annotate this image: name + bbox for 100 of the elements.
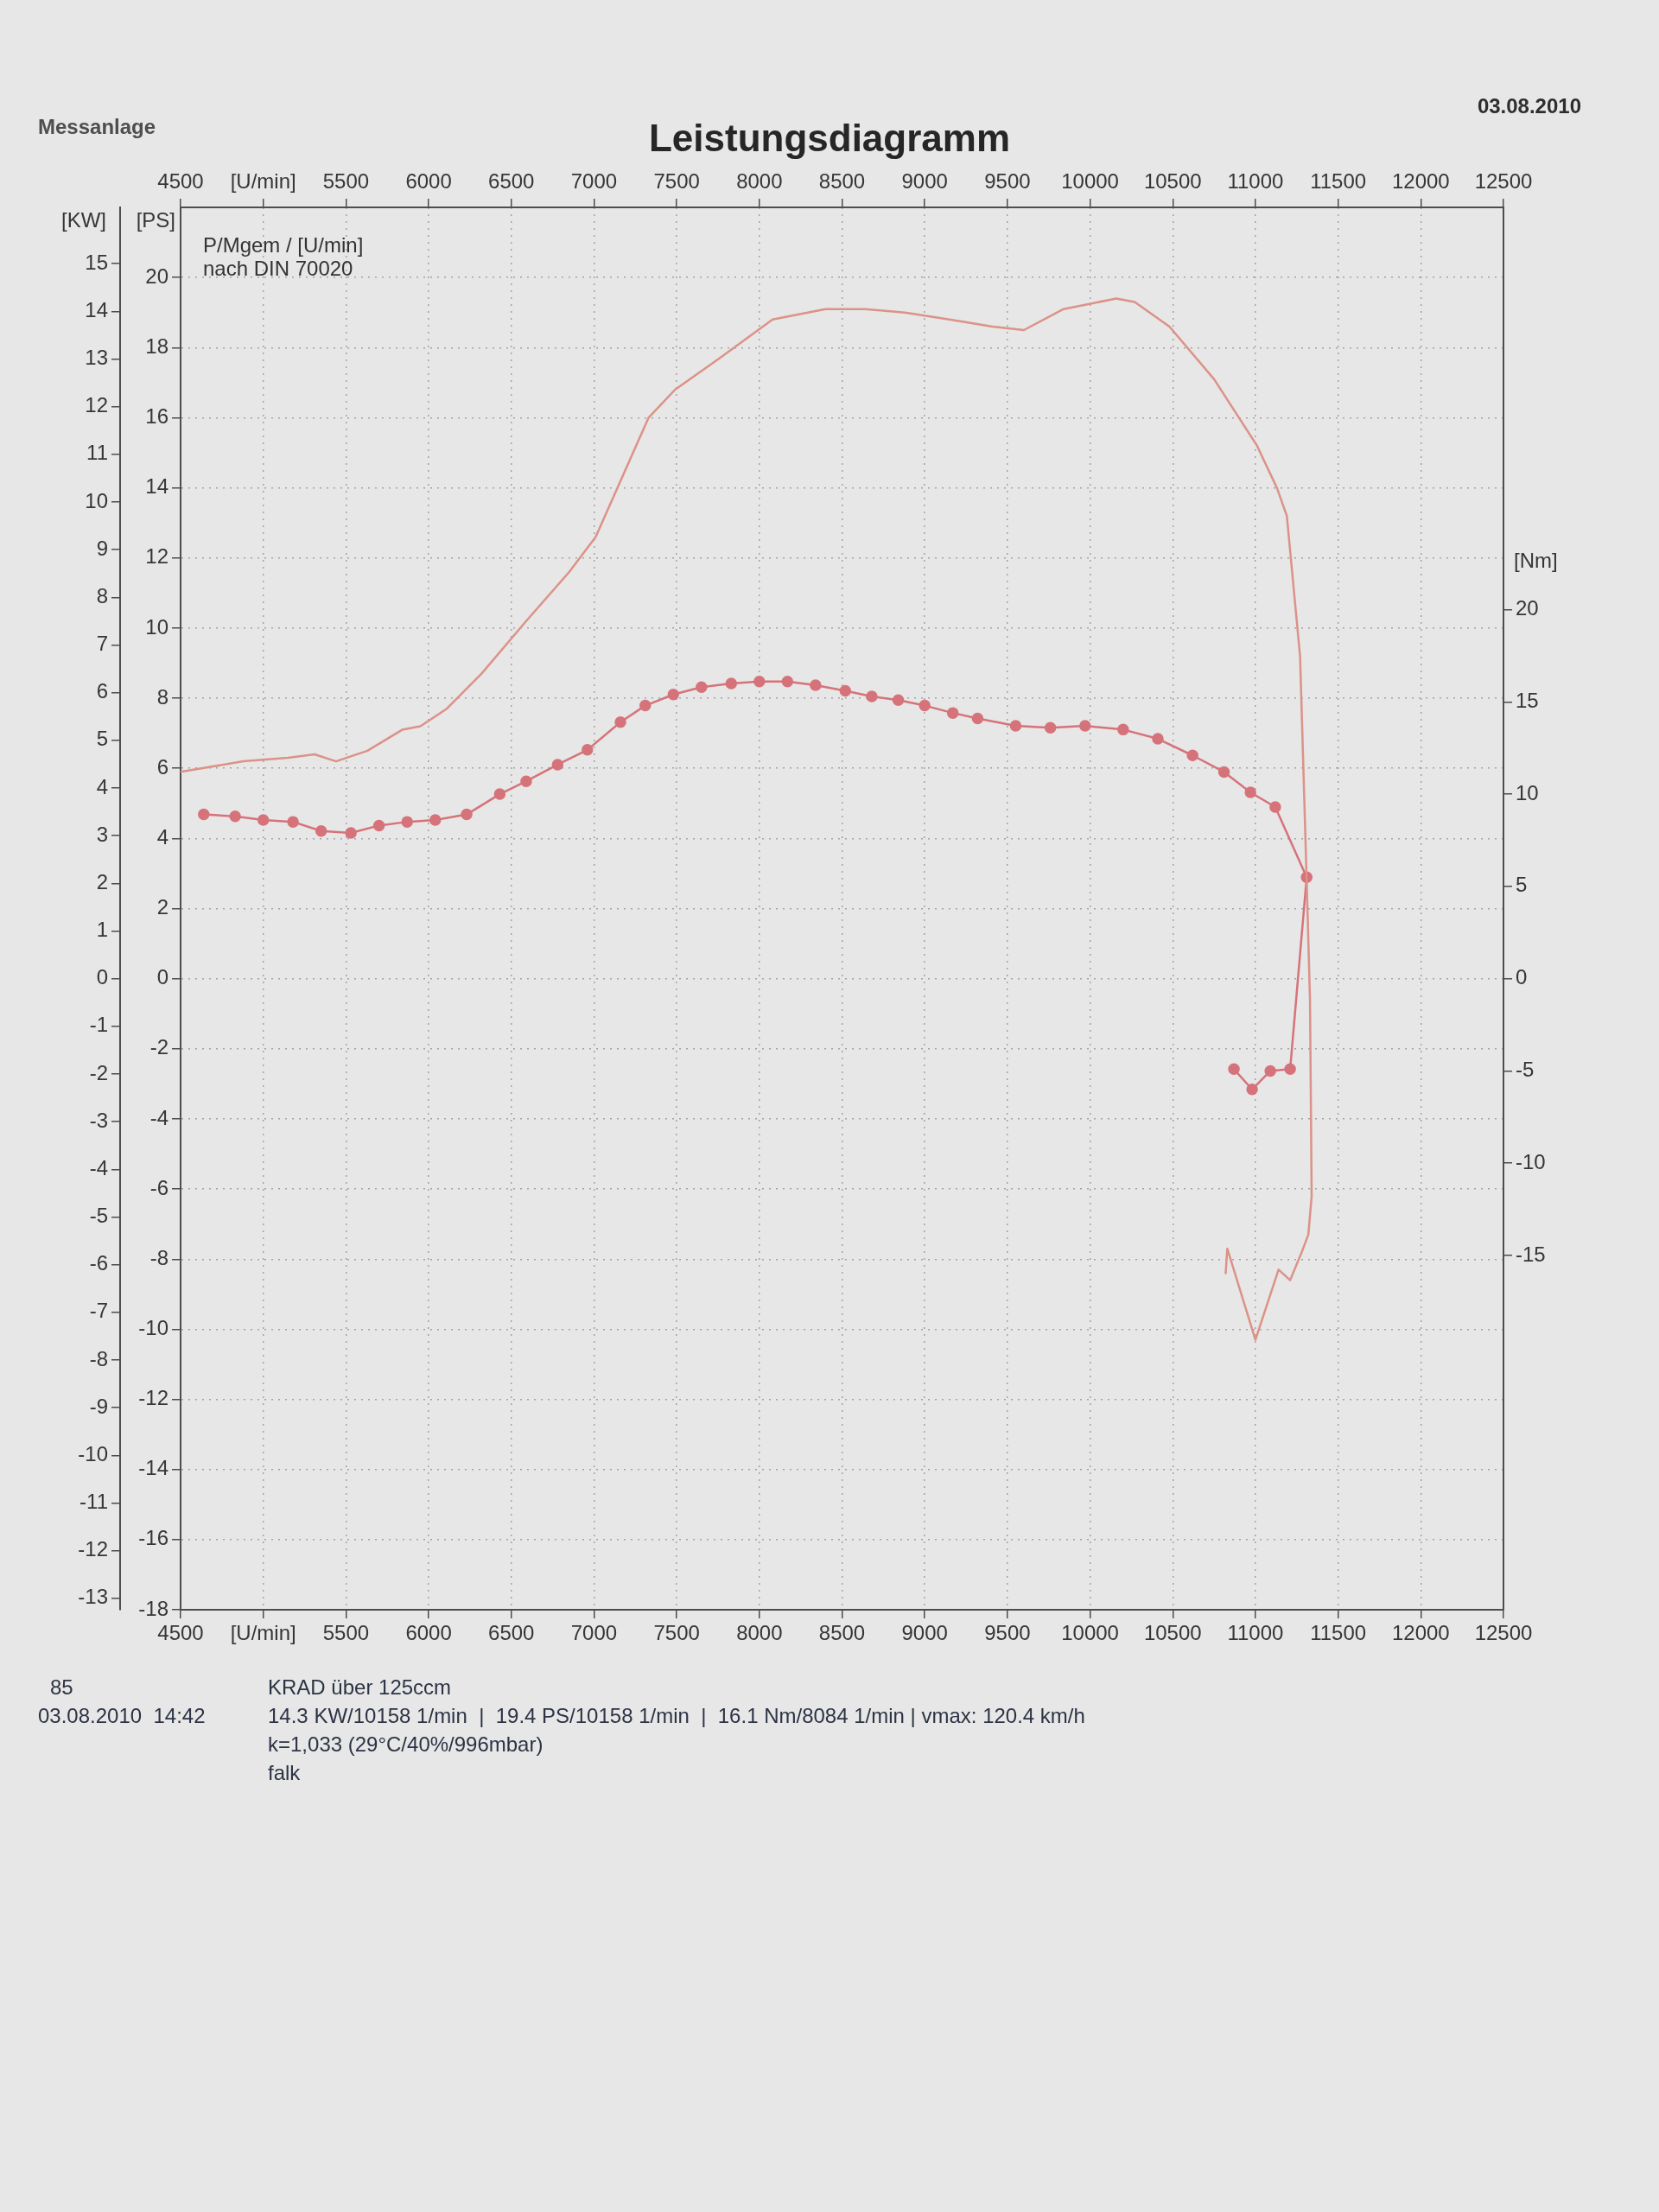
point <box>551 759 564 771</box>
y3-tick-label: 9 <box>96 536 108 560</box>
y2-tick-label: 15 <box>1516 688 1539 712</box>
y-tick-label: 12 <box>145 544 168 569</box>
y-tick-label: 8 <box>156 684 168 709</box>
y2-tick-label: -10 <box>1516 1149 1546 1173</box>
y-tick-label: -14 <box>138 1456 168 1480</box>
y2-tick-label: 5 <box>1516 873 1528 897</box>
x-tick-label: 10000 <box>1061 1621 1119 1645</box>
point <box>315 825 327 837</box>
point <box>1244 786 1256 798</box>
y3-tick-label: 12 <box>85 393 108 417</box>
x2-tick-label: 8500 <box>818 169 866 194</box>
point <box>429 814 442 826</box>
y3-tick-label: 3 <box>96 822 108 846</box>
point <box>1246 1084 1258 1096</box>
y3-tick-label: -12 <box>78 1537 108 1561</box>
x-tick-label: 9000 <box>901 1621 948 1645</box>
point <box>946 707 959 719</box>
point <box>257 814 270 826</box>
y-tick-label: -2 <box>149 1035 168 1059</box>
text: 85 <box>50 1675 73 1700</box>
text: 03.08.2010 <box>1477 94 1581 118</box>
point <box>198 808 210 821</box>
point <box>1284 1063 1296 1076</box>
y3-tick-label: -7 <box>89 1299 108 1323</box>
x-tick-label: 12000 <box>1391 1621 1450 1645</box>
y3-tick-label: -8 <box>89 1346 108 1370</box>
x2-tick-label: [U/min] <box>230 169 296 194</box>
x-tick-label: 6000 <box>405 1621 452 1645</box>
chart-title: Leistungsdiagramm <box>648 117 1011 159</box>
point <box>1186 749 1198 761</box>
point <box>1269 801 1281 813</box>
y-tick-label: -16 <box>138 1526 168 1550</box>
text: k=1,033 (29°C/40%/996mbar) <box>268 1732 543 1757</box>
y2-tick-label: 20 <box>1516 596 1539 620</box>
y3-tick-label: -6 <box>89 1251 108 1275</box>
y3-tick-label: 11 <box>86 441 108 465</box>
y-tick-label: 14 <box>145 474 168 499</box>
point <box>696 681 708 693</box>
y3-tick-label: -4 <box>89 1155 108 1179</box>
point <box>461 808 473 821</box>
x-tick-label: 7000 <box>570 1621 618 1645</box>
x2-tick-label: 5500 <box>322 169 370 194</box>
x2-tick-label: 11000 <box>1227 169 1284 194</box>
y3-tick-label: 10 <box>85 488 108 512</box>
point <box>753 676 766 688</box>
point <box>1117 723 1129 736</box>
point <box>520 775 532 787</box>
x2-tick-label: 6000 <box>405 169 452 194</box>
y3-tick-label: 0 <box>96 965 108 989</box>
y2-tick-label: 0 <box>1516 965 1528 989</box>
point <box>866 690 878 702</box>
text: KRAD über 125ccm <box>268 1675 452 1700</box>
x-tick-label: 6500 <box>488 1621 535 1645</box>
y-tick-label: 0 <box>156 965 168 989</box>
x2-tick-label: 4500 <box>157 169 204 194</box>
annotation: nach DIN 70020 <box>203 257 353 281</box>
point <box>810 679 822 691</box>
y-tick-label: 4 <box>156 824 168 849</box>
y3-tick-label: -13 <box>78 1585 108 1609</box>
x2-tick-label: 9000 <box>901 169 948 194</box>
y-tick-label: 16 <box>145 404 168 429</box>
point <box>1264 1065 1276 1077</box>
point <box>582 744 594 756</box>
x-tick-label: 11500 <box>1310 1621 1367 1645</box>
annotation: P/Mgem / [U/min] <box>203 233 364 257</box>
y-tick-label: -6 <box>149 1175 168 1199</box>
point <box>1009 720 1022 732</box>
y3-tick-label: 2 <box>96 869 108 893</box>
point <box>372 819 385 832</box>
y2-tick-label: -5 <box>1516 1058 1535 1082</box>
y3-tick-label: 4 <box>96 774 108 798</box>
y3-tick-label: -10 <box>78 1441 108 1465</box>
y-tick-label: 20 <box>145 264 168 288</box>
x-tick-label: 7500 <box>653 1621 700 1645</box>
y3-tick-label: 8 <box>96 583 108 607</box>
point <box>971 712 984 725</box>
y-tick-label: -18 <box>138 1596 168 1620</box>
x2-tick-label: 7000 <box>570 169 618 194</box>
y3-tick-label: 6 <box>96 679 108 703</box>
y-tick-label: -4 <box>149 1105 168 1129</box>
point <box>667 689 680 701</box>
point <box>1152 733 1164 745</box>
point <box>839 684 852 697</box>
x2-tick-label: 11500 <box>1310 169 1367 194</box>
point <box>1079 720 1091 732</box>
x-tick-label: 11000 <box>1227 1621 1284 1645</box>
x-tick-label: 10500 <box>1143 1621 1202 1645</box>
y-tick-label: -8 <box>149 1245 168 1269</box>
y-tick-label: -12 <box>138 1386 168 1410</box>
y3-tick-label: -2 <box>89 1060 108 1084</box>
y3-tick-label: -11 <box>79 1490 108 1514</box>
y-tick-label: 2 <box>156 895 168 919</box>
point <box>1217 766 1230 779</box>
x2-tick-label: 8000 <box>736 169 783 194</box>
x-tick-label: 8000 <box>736 1621 783 1645</box>
x2-tick-label: 10000 <box>1061 169 1119 194</box>
y-tick-label: 6 <box>156 754 168 779</box>
point <box>725 677 738 690</box>
